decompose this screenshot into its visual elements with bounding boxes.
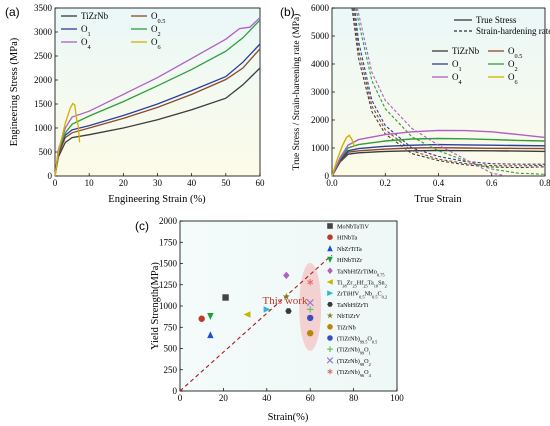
marker-circle	[307, 315, 313, 321]
y-axis-label-b: True Stress / Strain-hareening rate (MPa…	[291, 14, 302, 171]
y-tick-label-c: 1500	[159, 259, 178, 269]
y-axis-label-a: Engineering Stress (MPa)	[9, 37, 20, 146]
y-tick-label-a: 3500	[34, 3, 53, 13]
x-tick-label-a: 0	[53, 178, 58, 188]
panel-c: 0 20 40 60 80 1000250500750100012501500175020…	[135, 216, 404, 423]
y-tick-label-b: 3000	[311, 87, 330, 97]
x-tick-label-b: 0.4	[433, 178, 445, 188]
y-tick-label-c: 1000	[159, 301, 178, 311]
panel-label-a: (a)	[5, 5, 20, 19]
y-tick-label-b: 6000	[311, 3, 330, 13]
x-tick-label-a: 10	[85, 178, 95, 188]
y-tick-label-a: 2500	[34, 51, 53, 61]
legend-label: TiZrNb	[81, 11, 109, 21]
y-tick-label-c: 1750	[159, 237, 178, 247]
y-tick-label-b: 2000	[311, 115, 330, 125]
x-tick-label-c: 20	[219, 393, 229, 403]
legend-style-label: Strain-hardening rate	[476, 26, 550, 36]
y-tick-label-b: 0	[325, 171, 330, 181]
marker-circle	[327, 234, 333, 240]
x-tick-label-b: 0.8	[539, 178, 550, 188]
legend-label-c: TiZrNb	[337, 324, 356, 331]
legend-label-c: HfNbTa	[337, 235, 357, 242]
legend-style-label: True Stress	[476, 15, 517, 25]
x-axis-label-c: Strain(%)	[268, 412, 309, 423]
y-tick-label-a: 3000	[34, 27, 53, 37]
y-tick-label-b: 5000	[311, 31, 330, 41]
legend-label-c: NbTiZrV	[337, 313, 361, 320]
marker-square	[327, 223, 333, 229]
legend-label-c: TaNbHfZrTi	[337, 302, 369, 309]
x-tick-label-b: 0.2	[380, 178, 391, 188]
x-tick-label-b: 0.6	[486, 178, 498, 188]
y-tick-label-b: 4000	[311, 59, 330, 69]
panel-a: 0 10 20 30 40 50 60 0 500 1000 1500 2000 2500 3000 350…	[5, 3, 265, 205]
y-tick-label-c: 750	[164, 322, 178, 332]
marker-square	[222, 294, 228, 300]
marker-circle	[307, 330, 313, 336]
legend-label: TiZrNb	[452, 46, 480, 56]
y-axis-label-c: Yield Strength(MPa)	[150, 262, 161, 350]
y-tick-label-c: 1250	[159, 280, 178, 290]
y-tick-label-b: 1000	[311, 143, 330, 153]
x-tick-label-a: 20	[119, 178, 129, 188]
x-tick-label-a: 50	[221, 178, 231, 188]
panel-b: 0.0 0.2 0.4 0.6 0.8 0 1000 2000 3000 4000 5000 6000…	[280, 3, 550, 205]
marker-circle	[327, 335, 333, 341]
legend-label-c: NbZrTiTa	[337, 246, 362, 253]
x-tick-label-c: 0	[178, 393, 183, 403]
x-tick-label-a: 60	[256, 178, 266, 188]
y-tick-label-c: 2000	[159, 216, 178, 226]
x-axis-label-a: Engineering Strain (%)	[108, 194, 206, 205]
y-tick-label-a: 2000	[34, 75, 53, 85]
this-work-annotation: This work	[263, 295, 308, 307]
y-tick-label-c: 250	[164, 365, 178, 375]
legend-label-c: HfNbTiZr	[337, 257, 362, 264]
marker-circle	[199, 316, 205, 322]
y-tick-label-a: 500	[39, 147, 53, 157]
marker-circle	[327, 324, 333, 330]
x-tick-label-a: 30	[153, 178, 163, 188]
x-tick-label-c: 100	[390, 393, 404, 403]
y-tick-label-a: 1500	[34, 99, 53, 109]
panel-label-c: (c)	[135, 219, 149, 233]
x-tick-label-c: 80	[349, 393, 359, 403]
y-tick-label-c: 0	[173, 386, 178, 396]
x-tick-label-c: 40	[262, 393, 272, 403]
y-tick-label-c: 500	[164, 344, 178, 354]
legend-label-c: MoNbTaTiV	[337, 224, 370, 231]
y-tick-label-a: 0	[48, 171, 53, 181]
x-tick-label-c: 60	[306, 393, 316, 403]
y-tick-label-a: 1000	[34, 123, 53, 133]
x-tick-label-a: 40	[187, 178, 197, 188]
x-axis-label-b: True Strain	[414, 194, 462, 205]
